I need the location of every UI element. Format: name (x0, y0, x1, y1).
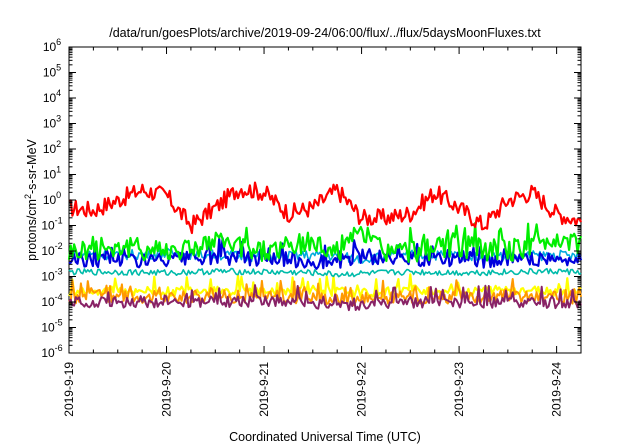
x-tick-label: 2019-9-21 (257, 362, 271, 417)
y-axis-label-sup: 2 (23, 194, 33, 199)
y-tick-base: 10 (43, 66, 57, 80)
y-tick-exp: 5 (56, 63, 61, 73)
y-tick-label: 104 (43, 88, 61, 105)
y-tick-label: 101 (43, 165, 61, 182)
y-tick-base: 10 (41, 244, 55, 258)
series-line (68, 267, 582, 278)
y-tick-base: 10 (41, 321, 55, 335)
series-line (68, 237, 583, 270)
y-tick-exp: -6 (55, 343, 63, 353)
y-tick-label: 10-3 (41, 267, 62, 284)
y-tick-exp: -4 (55, 292, 63, 302)
y-tick-exp: -3 (55, 267, 63, 277)
series-layer (67, 181, 583, 312)
y-tick-exp: -2 (55, 241, 63, 251)
y-tick-base: 10 (43, 142, 57, 156)
y-tick-exp: 4 (56, 88, 61, 98)
y-axis-label-prefix: protons/cm (25, 199, 39, 261)
y-tick-exp: -1 (55, 216, 63, 226)
tick-layer (68, 46, 582, 354)
chart-title: /data/run/goesPlots/archive/2019-09-24/0… (109, 26, 541, 40)
series-line (68, 181, 582, 235)
y-axis-label: protons/cm2-s-sr-MeV (23, 138, 39, 260)
y-tick-exp: 0 (56, 190, 61, 200)
y-tick-label: 10-4 (41, 292, 62, 309)
y-tick-exp: -5 (55, 318, 63, 328)
x-tick-label: 2019-9-23 (452, 362, 466, 417)
y-tick-label: 100 (43, 190, 61, 207)
y-tick-base: 10 (43, 193, 57, 207)
y-tick-exp: 2 (56, 139, 61, 149)
x-tick-label: 2019-9-20 (160, 362, 174, 417)
y-tick-label: 10-1 (41, 216, 62, 233)
y-tick-base: 10 (41, 295, 55, 309)
y-tick-label: 10-5 (41, 318, 62, 335)
y-tick-label: 102 (43, 139, 61, 156)
y-tick-base: 10 (41, 270, 55, 284)
y-tick-base: 10 (41, 346, 55, 360)
y-tick-exp: 3 (56, 114, 61, 124)
y-tick-exp: 6 (56, 37, 61, 47)
x-axis-label: Coordinated Universal Time (UTC) (229, 430, 421, 444)
y-tick-base: 10 (43, 117, 57, 131)
y-tick-label: 103 (43, 114, 61, 131)
y-tick-base: 10 (43, 168, 57, 182)
y-tick-base: 10 (43, 91, 57, 105)
x-tick-label: 2019-9-24 (550, 362, 564, 417)
x-tick-label: 2019-9-19 (62, 362, 76, 417)
y-tick-labels: 10-610-510-410-310-210-11001011021031041… (41, 37, 62, 360)
y-tick-exp: 1 (56, 165, 61, 175)
y-tick-label: 10-6 (41, 343, 62, 360)
series-line (68, 284, 582, 312)
x-tick-labels: 2019-9-19 2019-9-20 2019-9-21 2019-9-22 2019… (62, 362, 564, 417)
y-tick-base: 10 (41, 219, 55, 233)
y-tick-label: 105 (43, 63, 61, 80)
y-tick-label: 106 (43, 37, 61, 54)
y-tick-label: 10-2 (41, 241, 62, 258)
x-tick-label: 2019-9-22 (355, 362, 369, 417)
y-tick-base: 10 (43, 40, 57, 54)
y-axis-label-suffix: -s-sr-MeV (25, 138, 39, 194)
series-line (67, 222, 583, 263)
